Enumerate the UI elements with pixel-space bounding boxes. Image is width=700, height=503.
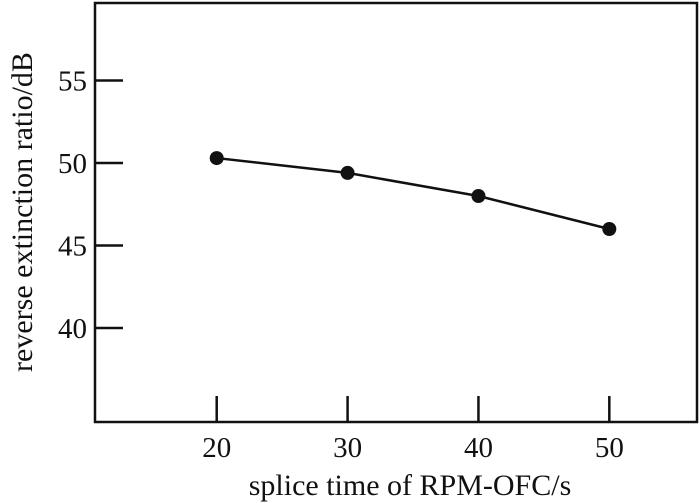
x-tick-label: 40 xyxy=(464,432,493,464)
series xyxy=(209,151,617,236)
y-tick-label: 45 xyxy=(58,230,87,262)
plot-frame xyxy=(93,1,699,424)
y-axis-title: reverse extinction ratio/dB xyxy=(6,52,39,372)
x-tick-label: 30 xyxy=(333,432,362,464)
x-axis-title: splice time of RPM-OFC/s xyxy=(249,469,572,502)
y-tick-label: 55 xyxy=(58,66,87,98)
data-point xyxy=(471,189,486,204)
x-tick-label: 20 xyxy=(202,432,231,464)
data-point xyxy=(340,165,355,180)
data-point xyxy=(602,221,617,236)
ticks: 20 30 40 50 40 45 50 55 xyxy=(58,66,624,464)
y-tick-label: 40 xyxy=(58,313,87,345)
x-tick-label: 50 xyxy=(595,432,624,464)
y-tick-label: 50 xyxy=(58,148,87,180)
data-point xyxy=(209,151,224,166)
series-line xyxy=(216,156,610,231)
